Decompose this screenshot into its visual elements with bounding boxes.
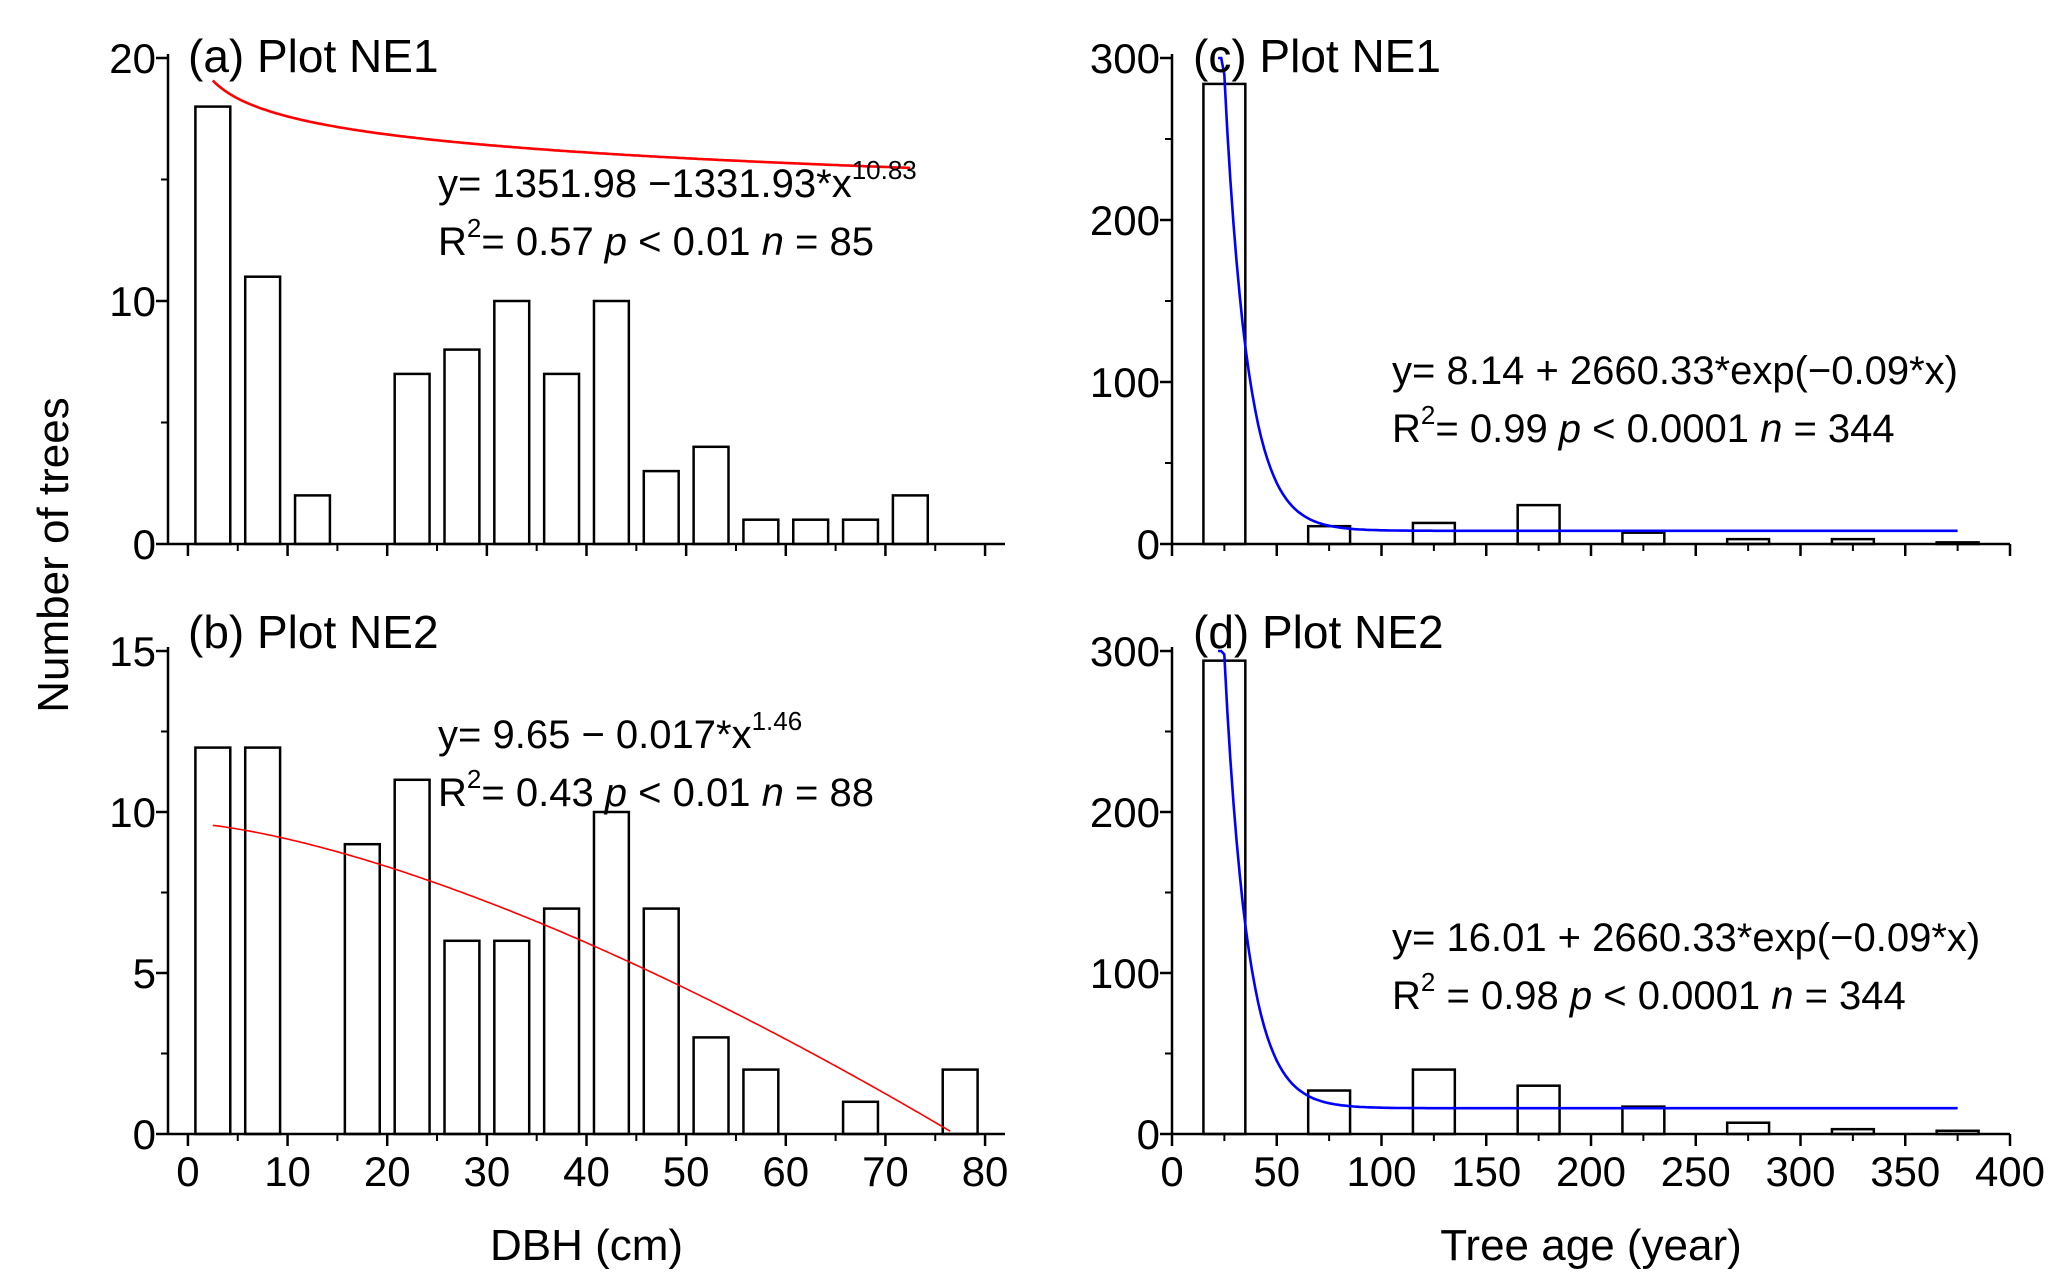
bar xyxy=(742,518,780,546)
fit-statistics: R2= 0.57 p < 0.01 n = 85 xyxy=(438,213,874,264)
bar xyxy=(1202,659,1247,1136)
x-tick-label: 100 xyxy=(1346,1148,1416,1195)
y-tick-label: 0 xyxy=(1137,1111,1160,1158)
panel-a: 0 10 20 (a) Plot NE1 y= 1351.98 −1331.93*x10… xyxy=(109,30,1005,568)
fit-curve xyxy=(1218,56,1958,533)
bar xyxy=(1202,82,1247,546)
y-tick-label: 10 xyxy=(109,789,156,836)
bar xyxy=(1725,1121,1771,1136)
panel-title: (a) Plot NE1 xyxy=(188,30,439,82)
y-tick-label: 100 xyxy=(1090,359,1160,406)
bar xyxy=(1621,531,1666,546)
bar xyxy=(443,939,481,1136)
bar xyxy=(941,1068,979,1136)
fit-equation: y= 8.14 + 2660.33*exp(−0.09*x) xyxy=(1392,349,1958,393)
y-tick-label: 100 xyxy=(1090,950,1160,997)
fit-equation: y= 1351.98 −1331.93*x10.83 xyxy=(438,155,917,206)
panel-c: 0 100 200 300 (c) Plot NE1 y= 8.14 + 2660.33*… xyxy=(1090,30,2012,568)
bar xyxy=(1516,1084,1561,1136)
bar xyxy=(293,494,332,546)
x-tick-label: 300 xyxy=(1765,1148,1835,1195)
bar xyxy=(841,1100,880,1136)
y-tick-label: 0 xyxy=(1137,521,1160,568)
bar xyxy=(493,939,531,1136)
bar xyxy=(1306,1089,1352,1136)
bar xyxy=(1621,1105,1666,1136)
x-tick-label: 150 xyxy=(1451,1148,1521,1195)
x-tick-label: 0 xyxy=(176,1148,199,1195)
panel-title: (d) Plot NE2 xyxy=(1193,606,1444,658)
bar xyxy=(542,372,581,546)
bar xyxy=(692,1036,730,1136)
bar xyxy=(742,1068,780,1136)
x-tick-label: 60 xyxy=(762,1148,809,1195)
panel-b: 0 5 10 15 0 10 20 30 40 50 60 70 80 (b) Plot NE2 DBH (… xyxy=(109,606,1008,1270)
y-tick-label: 0 xyxy=(133,1111,156,1158)
bar xyxy=(542,907,581,1136)
panel-d: 0 100 200 300 0 50 100 150 200 250 300 350 400 (d) Pl… xyxy=(1090,606,2045,1270)
x-tick-label: 70 xyxy=(862,1148,909,1195)
x-tick-label: 50 xyxy=(663,1148,710,1195)
y-tick-label: 300 xyxy=(1090,35,1160,82)
bar xyxy=(642,907,680,1136)
y-tick-label: 5 xyxy=(133,950,156,997)
y-tick-label: 200 xyxy=(1090,789,1160,836)
x-tick-label: 80 xyxy=(962,1148,1009,1195)
y-tick-label: 300 xyxy=(1090,628,1160,675)
bar xyxy=(194,105,232,546)
x-tick-label: 40 xyxy=(563,1148,610,1195)
bar xyxy=(194,746,232,1136)
bar xyxy=(1411,521,1457,546)
y-tick-label: 0 xyxy=(133,521,156,568)
bar xyxy=(393,372,431,546)
x-tick-label: 20 xyxy=(364,1148,411,1195)
x-tick-label: 350 xyxy=(1870,1148,1940,1195)
bar xyxy=(841,518,880,546)
x-tick-label: 30 xyxy=(463,1148,510,1195)
bar xyxy=(692,445,730,546)
bar xyxy=(493,299,531,546)
x-axis-label: DBH (cm) xyxy=(490,1221,683,1270)
fit-curve xyxy=(211,79,911,170)
shared-y-axis-label: Number of trees xyxy=(29,397,78,712)
bar xyxy=(443,348,481,546)
x-axis-label: Tree age (year) xyxy=(1440,1221,1742,1270)
bar xyxy=(592,299,631,546)
bar xyxy=(243,275,282,546)
x-tick-label: 400 xyxy=(1975,1148,2045,1195)
fit-curve xyxy=(1218,649,1958,1110)
bar xyxy=(343,842,381,1136)
y-tick-label: 15 xyxy=(109,628,156,675)
bar xyxy=(1411,1068,1457,1136)
fit-statistics: R2 = 0.98 p < 0.0001 n = 344 xyxy=(1392,967,1906,1018)
bar xyxy=(891,494,930,546)
y-tick-label: 200 xyxy=(1090,197,1160,244)
y-tick-label: 10 xyxy=(109,278,156,325)
bar xyxy=(792,518,830,546)
fit-curve xyxy=(212,824,951,1132)
bar xyxy=(393,778,431,1136)
fit-equation: y= 9.65 − 0.017*x1.46 xyxy=(438,706,802,757)
bar xyxy=(243,746,282,1136)
x-tick-label: 10 xyxy=(264,1148,311,1195)
y-tick-label: 20 xyxy=(109,35,156,82)
panel-title: (c) Plot NE1 xyxy=(1193,30,1441,82)
panel-title: (b) Plot NE2 xyxy=(188,606,439,658)
x-tick-label: 200 xyxy=(1556,1148,1626,1195)
x-tick-label: 0 xyxy=(1160,1148,1183,1195)
x-tick-label: 250 xyxy=(1661,1148,1731,1195)
bar xyxy=(642,469,680,546)
bar xyxy=(592,810,631,1136)
fit-statistics: R2= 0.99 p < 0.0001 n = 344 xyxy=(1392,400,1895,451)
fit-statistics: R2= 0.43 p < 0.01 n = 88 xyxy=(438,764,874,815)
fit-equation: y= 16.01 + 2660.33*exp(−0.09*x) xyxy=(1392,916,1980,960)
bar xyxy=(1516,503,1561,546)
x-tick-label: 50 xyxy=(1253,1148,1300,1195)
